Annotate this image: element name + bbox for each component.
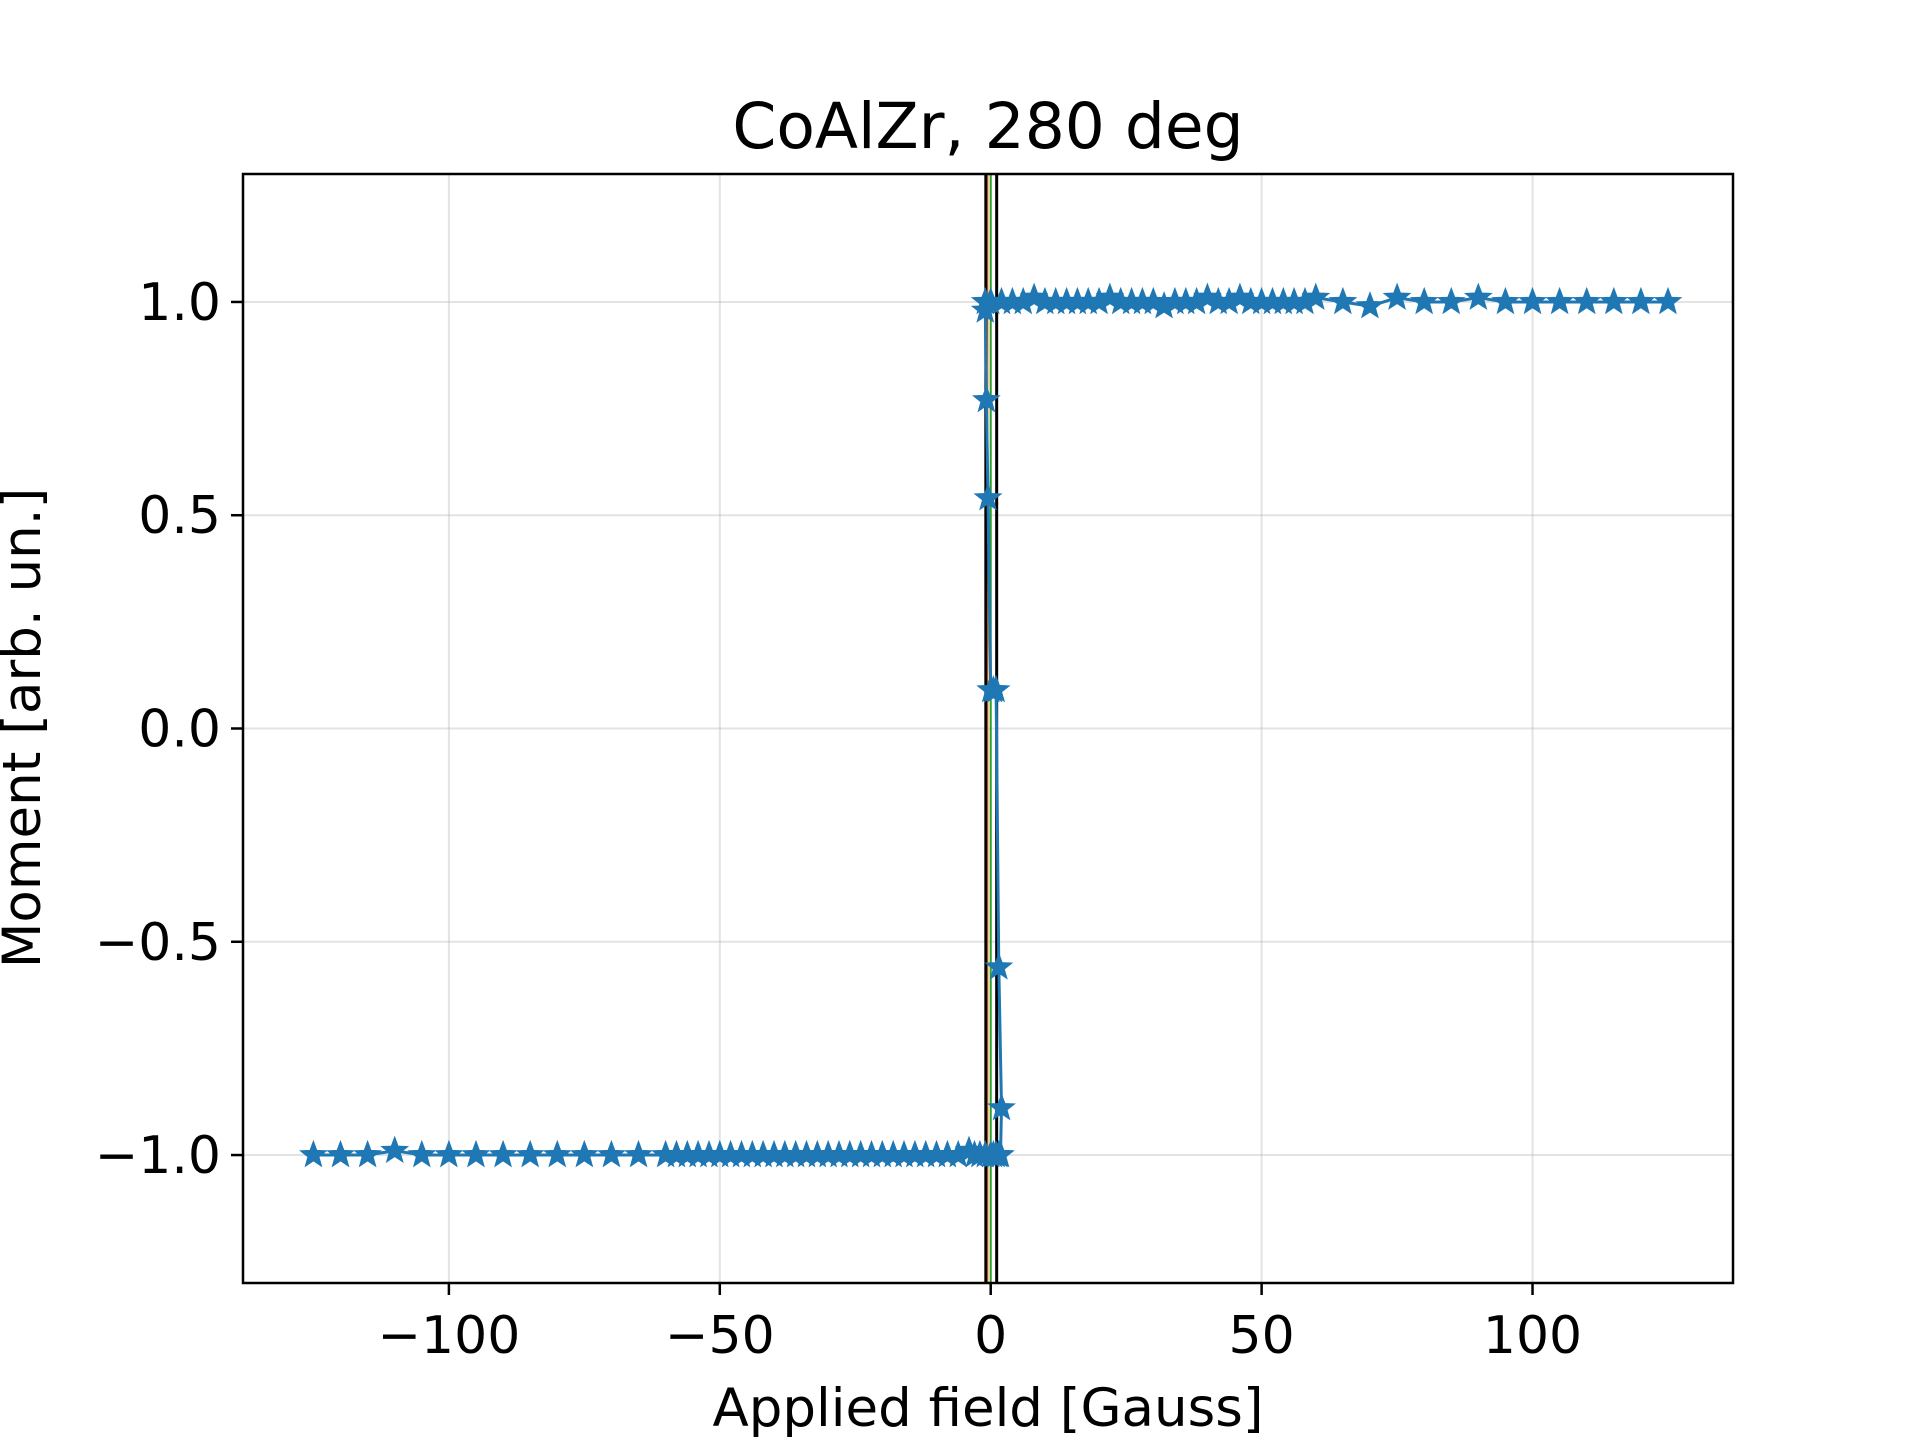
chart-title: CoAlZr, 280 deg [732,90,1243,163]
data-point-star [542,1139,572,1168]
data-point-star [1491,286,1520,315]
data-series [299,282,1683,1168]
y-tick-label: 1.0 [138,273,221,333]
x-tick-label: 100 [1483,1306,1582,1366]
y-axis-label: Moment [arb. un.] [0,488,53,969]
data-point-star [976,674,1006,703]
data-point-star [1518,286,1547,315]
data-point-star [1626,286,1656,315]
data-point-star [1436,286,1466,315]
x-axis-label: Applied field [Gauss] [712,1378,1263,1439]
data-point-star [461,1139,491,1168]
data-point-star [624,1139,653,1168]
data-point-star [597,1139,626,1168]
data-point-star [407,1139,437,1168]
data-point-star [1409,286,1439,315]
data-point-star [353,1139,383,1168]
y-tick-label: −1.0 [95,1126,221,1186]
data-point-star [299,1139,328,1168]
data-point-star [326,1139,355,1168]
y-tick-label: 0.0 [138,700,221,760]
data-point-star [973,483,1003,511]
y-tick-label: −0.5 [95,913,221,973]
data-point-star [380,1135,410,1164]
data-point-star [515,1139,545,1168]
data-point-star [1355,291,1385,319]
data-point-star [1599,286,1629,315]
y-axis-ticks: −1.0 −0.5 0.0 0.5 1.0 [95,273,243,1186]
data-point-star [987,1092,1016,1121]
data-point-star [1545,286,1575,315]
data-point-star [1653,286,1683,315]
data-point-star [986,1139,1015,1168]
data-point-star [1301,282,1331,310]
x-tick-label: 0 [974,1306,1007,1366]
data-point-star [569,1139,599,1168]
x-tick-label: −50 [665,1306,775,1366]
data-point-star [984,952,1014,980]
x-axis-ticks: −100 −50 0 50 100 [377,1283,1582,1366]
x-tick-label: 50 [1229,1306,1295,1366]
data-point-star [1463,282,1493,310]
data-point-star [1572,286,1602,315]
data-point-star [434,1139,464,1168]
data-point-star [1328,286,1358,315]
data-point-star [1382,282,1412,310]
data-point-star [488,1139,518,1168]
data-point-star [971,384,1001,413]
x-tick-label: −100 [377,1306,520,1366]
y-tick-label: 0.5 [138,486,221,546]
